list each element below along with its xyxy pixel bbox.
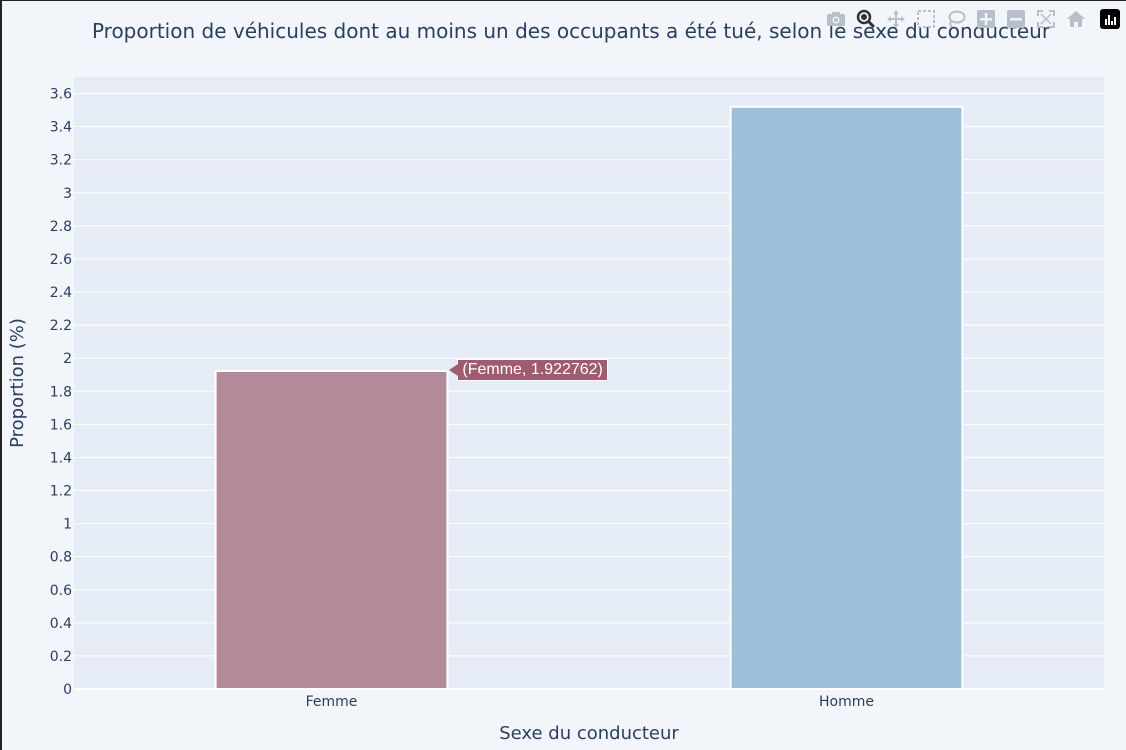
y-tick-label: 1.6 [50, 417, 72, 433]
y-tick-label: 2.2 [50, 318, 72, 334]
y-tick-label: 2.8 [50, 219, 72, 235]
y-tick-label: 0.8 [50, 550, 72, 566]
reset-axes-icon[interactable] [1064, 8, 1088, 30]
hover-tooltip: (Femme, 1.922762) [449, 358, 608, 381]
y-axis-title: Proportion (%) [7, 318, 28, 448]
zoom-in-icon[interactable] [974, 8, 998, 30]
y-tick-label: 0.2 [50, 649, 72, 665]
modebar-toolbar [824, 7, 1126, 31]
y-tick-label: 3.6 [50, 87, 72, 103]
y-tick-label: 3 [63, 186, 72, 202]
y-tick-label: 0 [63, 682, 72, 698]
bar-homme [729, 105, 964, 691]
autoscale-icon[interactable] [1034, 8, 1058, 30]
y-tick-label: 1.2 [50, 484, 72, 500]
bar-femme [214, 369, 449, 690]
box-select-icon[interactable] [914, 8, 938, 30]
y-tick-label: 1 [63, 517, 72, 533]
pan-icon[interactable] [884, 8, 908, 30]
y-tick-label: 1.4 [50, 450, 72, 466]
y-tick-label: 0.4 [50, 616, 72, 632]
camera-icon[interactable] [824, 8, 848, 30]
y-tick-label: 2.6 [50, 252, 72, 268]
x-axis-title: Sexe du conducteur [499, 723, 679, 744]
lasso-select-icon[interactable] [944, 8, 968, 30]
y-tick-label: 3.4 [50, 120, 72, 136]
y-tick-label: 2.4 [50, 285, 72, 301]
y-tick-label: 2 [63, 351, 72, 367]
x-tick-label: Homme [819, 694, 874, 710]
chart-title: Proportion de véhicules dont au moins un… [91, 19, 1051, 43]
zoom-icon[interactable] [854, 8, 878, 30]
x-tick-label: Femme [306, 694, 358, 710]
y-tick-label: 0.6 [50, 583, 72, 599]
plotly-logo-icon[interactable] [1100, 9, 1120, 29]
zoom-out-icon[interactable] [1004, 8, 1028, 30]
y-tick-label: 3.2 [50, 153, 72, 169]
y-tick-label: 1.8 [50, 384, 72, 400]
